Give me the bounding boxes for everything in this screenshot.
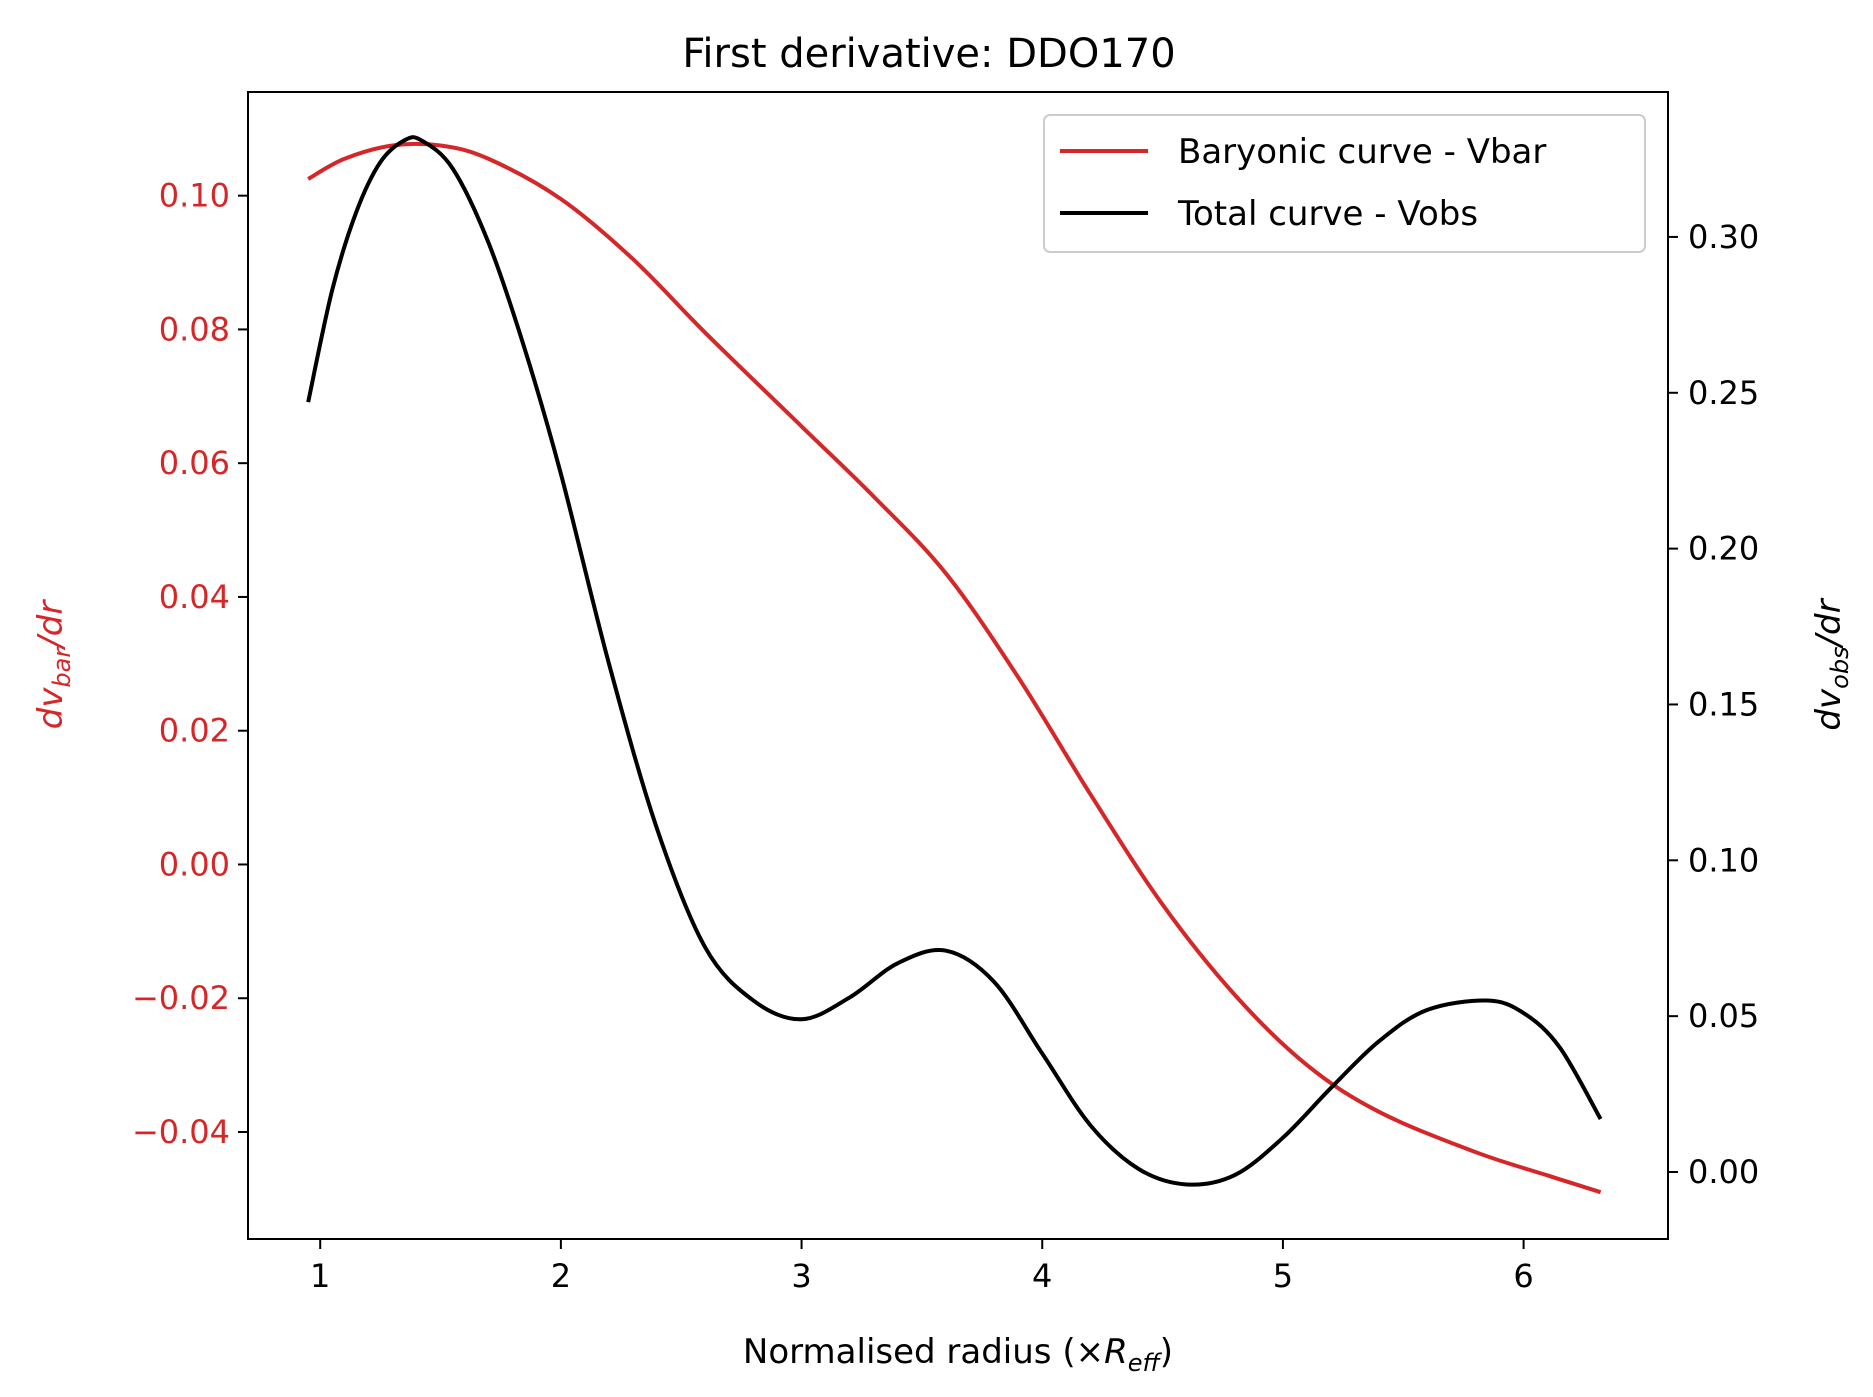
plot-frame: [247, 91, 1669, 1240]
right-tick-label: 0.10: [1688, 841, 1759, 879]
left-tick-label: −0.04: [132, 1113, 230, 1151]
left-tick-label: 0.00: [159, 845, 230, 883]
left-tick-label: −0.02: [132, 979, 230, 1017]
left-tick-label: 0.02: [159, 712, 230, 750]
left-tick-label: 0.10: [159, 177, 230, 215]
left-tick-label: 0.06: [159, 444, 230, 482]
x-axis-label: Normalised radius (×Reff): [743, 1332, 1173, 1377]
left-axis-label: dvbar/dr: [31, 599, 76, 730]
right-tick-label: 0.00: [1688, 1153, 1759, 1191]
right-tick-label: 0.05: [1688, 997, 1759, 1035]
right-tick-label: 0.25: [1688, 374, 1759, 412]
right-tick-label: 0.20: [1688, 530, 1759, 568]
series-line-vobs: [306, 135, 1603, 1187]
series-layer: [306, 135, 1603, 1195]
x-axis-ticks: 1 2 3 4 5 6: [310, 1239, 1534, 1295]
chart-title: First derivative: DDO170: [682, 31, 1175, 77]
right-tick-label: 0.30: [1688, 218, 1759, 256]
legend-label-vobs: Total curve - Vobs: [1177, 194, 1478, 234]
left-tick-label: 0.04: [159, 578, 230, 616]
x-tick-label: 3: [791, 1257, 811, 1295]
legend: Baryonic curve - Vbar Total curve - Vobs: [1043, 114, 1646, 253]
legend-box: [1043, 114, 1646, 253]
x-tick-label: 6: [1513, 1257, 1533, 1295]
right-axis-ticks: 0.30 0.25 0.20 0.15 0.10 0.05 0.00: [1668, 218, 1759, 1191]
legend-label-vbar: Baryonic curve - Vbar: [1178, 132, 1546, 172]
x-tick-label: 1: [310, 1257, 330, 1295]
right-axis-label: dvobs/dr: [1809, 597, 1854, 730]
left-tick-label: 0.08: [159, 310, 230, 348]
x-tick-label: 2: [551, 1257, 571, 1295]
x-tick-label: 5: [1273, 1257, 1293, 1295]
left-axis-ticks: 0.10 0.08 0.06 0.04 0.02 0.00 −0.02 −0.04: [132, 177, 248, 1151]
x-tick-label: 4: [1032, 1257, 1052, 1295]
series-line-vbar: [307, 141, 1602, 1195]
right-tick-label: 0.15: [1688, 685, 1759, 723]
